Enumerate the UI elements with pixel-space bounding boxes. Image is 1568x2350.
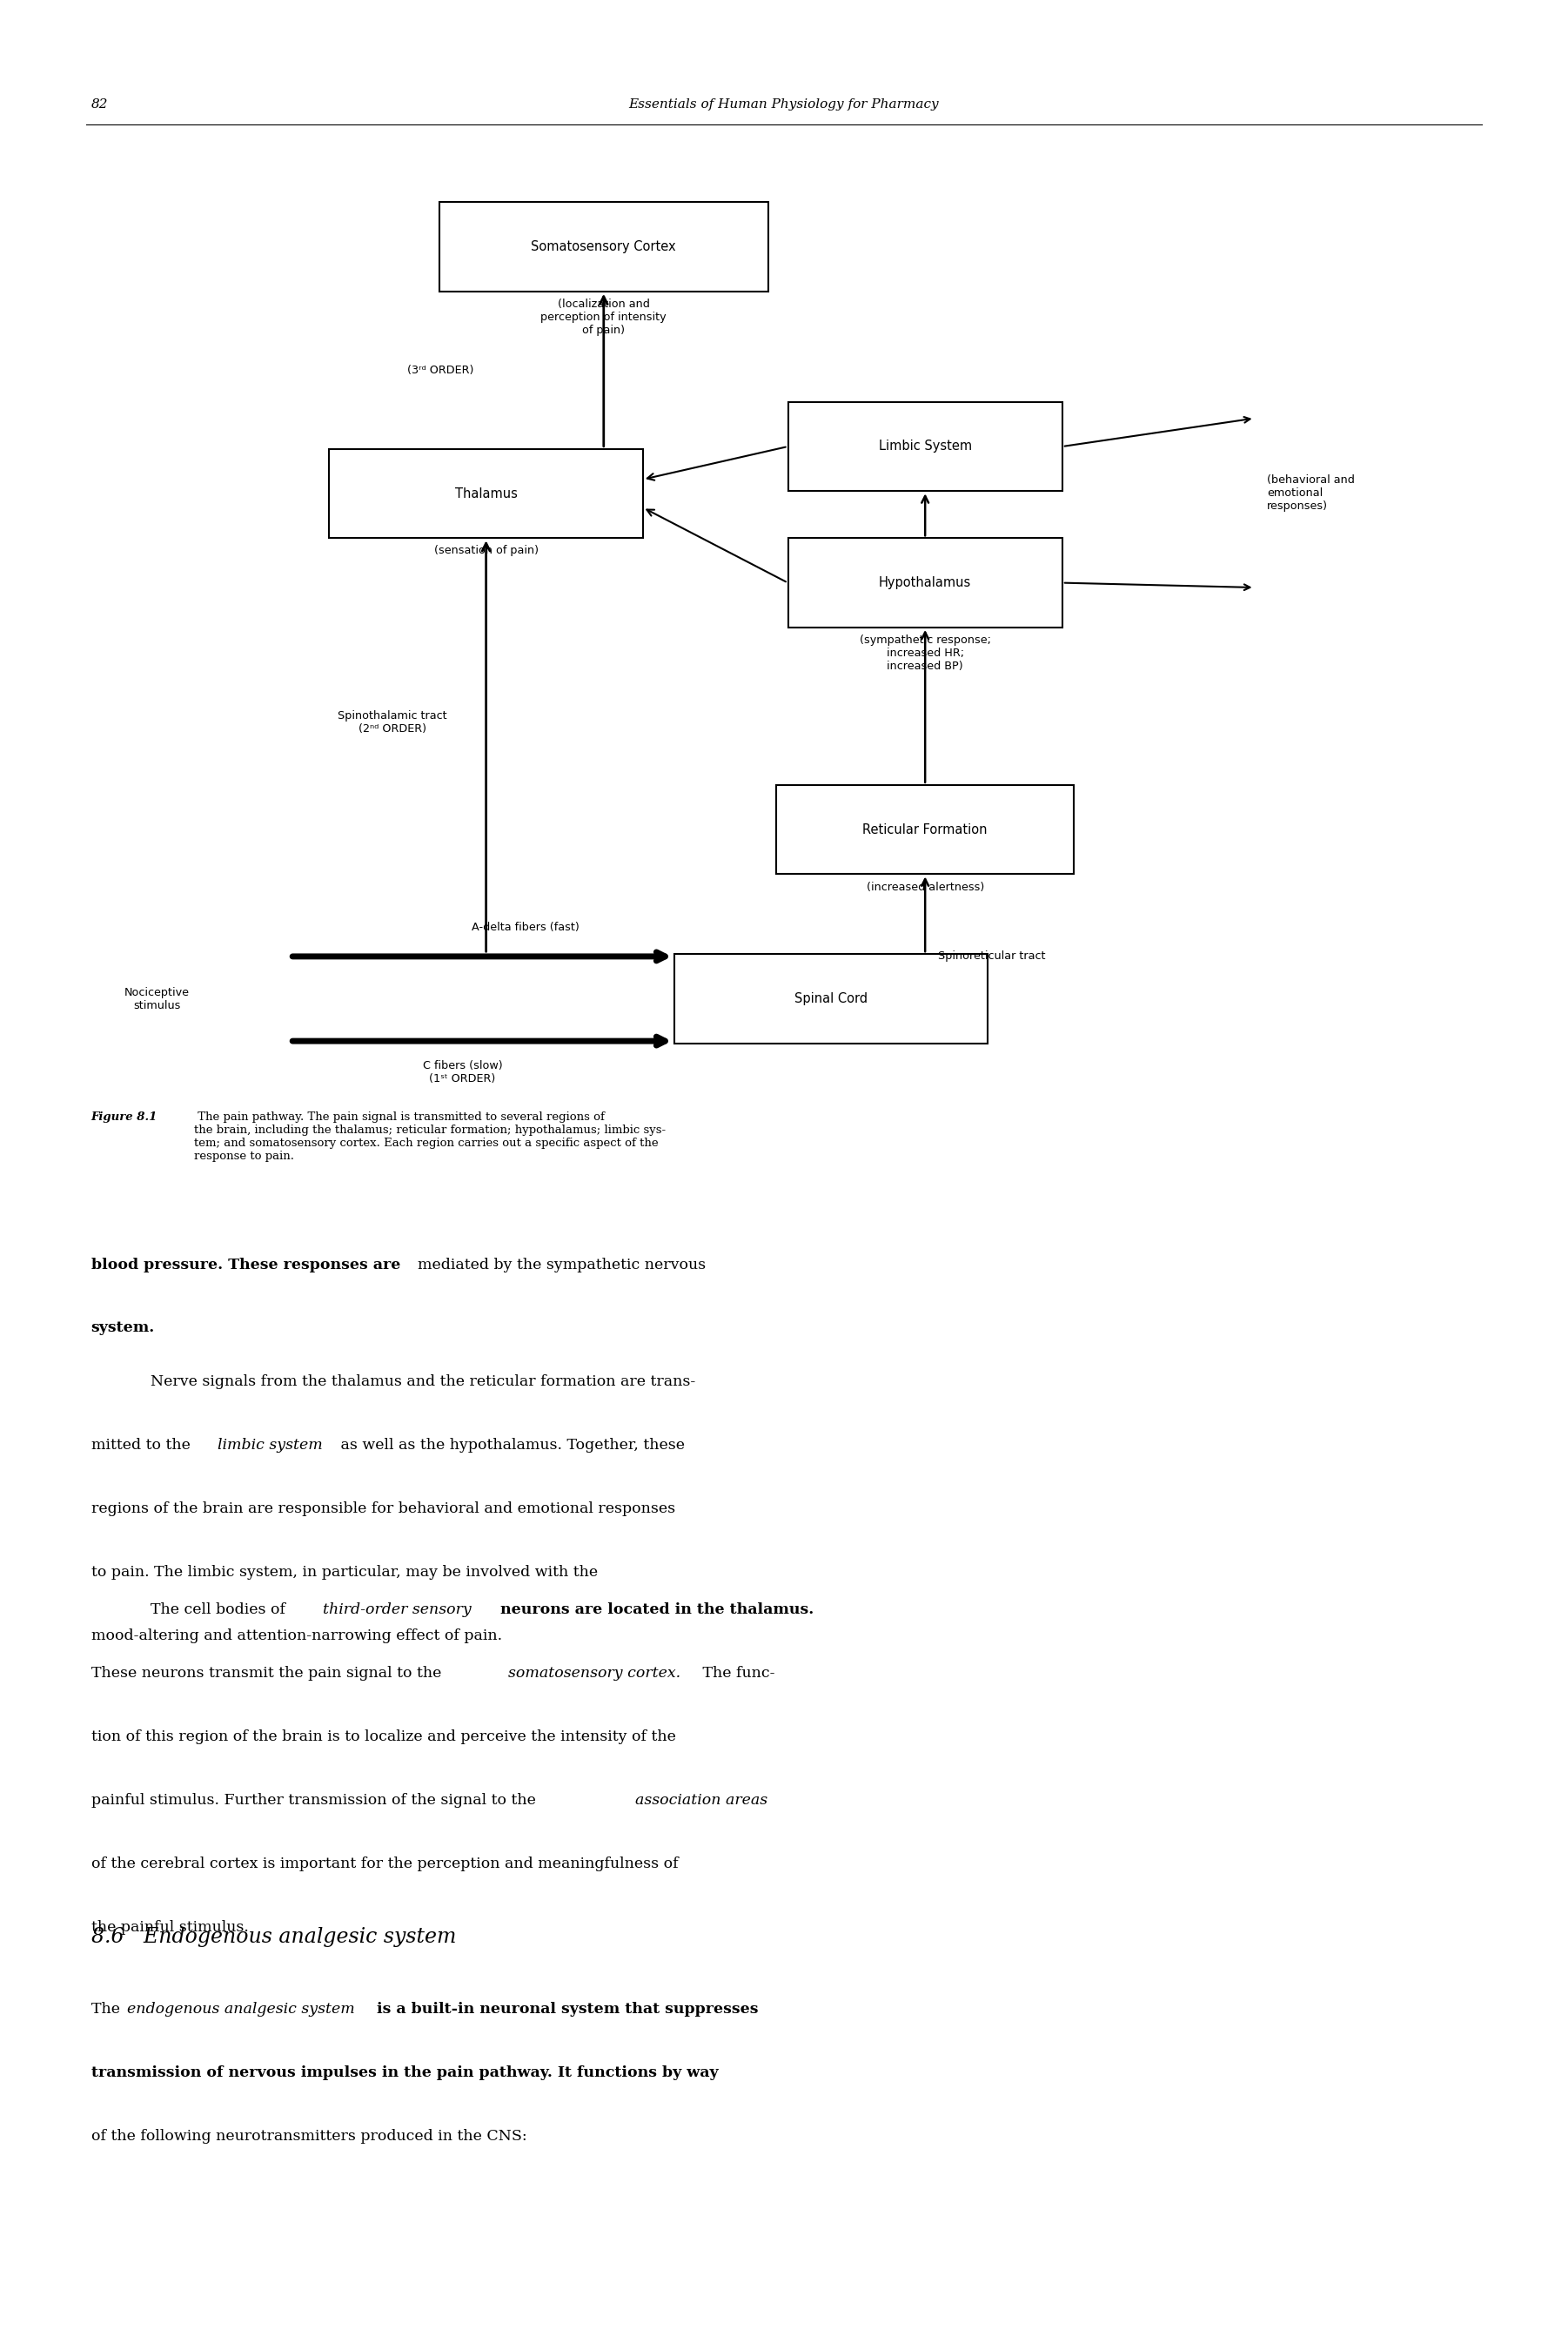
Text: blood pressure. These responses are: blood pressure. These responses are [91, 1257, 406, 1271]
Text: Nerve signals from the thalamus and the reticular formation are trans-: Nerve signals from the thalamus and the … [151, 1375, 696, 1389]
Text: The cell bodies of: The cell bodies of [151, 1603, 290, 1617]
Text: the painful stimulus.: the painful stimulus. [91, 1920, 248, 1934]
Text: system.: system. [91, 1321, 155, 1335]
Text: Spinoreticular tract: Spinoreticular tract [938, 952, 1046, 961]
Text: Reticular Formation: Reticular Formation [862, 822, 988, 837]
FancyBboxPatch shape [674, 954, 988, 1043]
Text: association areas: association areas [635, 1793, 767, 1807]
Text: tion of this region of the brain is to localize and perceive the intensity of th: tion of this region of the brain is to l… [91, 1730, 676, 1744]
Text: somatosensory cortex.: somatosensory cortex. [508, 1666, 681, 1680]
Text: to pain. The limbic system, in particular, may be involved with the: to pain. The limbic system, in particula… [91, 1565, 597, 1579]
Text: painful stimulus. Further transmission of the signal to the: painful stimulus. Further transmission o… [91, 1793, 541, 1807]
Text: Spinothalamic tract
(2ⁿᵈ ORDER): Spinothalamic tract (2ⁿᵈ ORDER) [337, 710, 447, 736]
Text: of the cerebral cortex is important for the perception and meaningfulness of: of the cerebral cortex is important for … [91, 1856, 677, 1871]
Text: regions of the brain are responsible for behavioral and emotional responses: regions of the brain are responsible for… [91, 1502, 674, 1516]
Text: (behavioral and
emotional
responses): (behavioral and emotional responses) [1267, 475, 1355, 512]
Text: limbic system: limbic system [218, 1438, 323, 1452]
Text: mediated by the sympathetic nervous: mediated by the sympathetic nervous [417, 1257, 706, 1271]
Text: (sensation of pain): (sensation of pain) [434, 545, 538, 557]
Text: The pain pathway. The pain signal is transmitted to several regions of
the brain: The pain pathway. The pain signal is tra… [194, 1112, 666, 1161]
Text: 8.6   Endogenous analgesic system: 8.6 Endogenous analgesic system [91, 1927, 456, 1948]
Text: A-delta fibers (fast): A-delta fibers (fast) [472, 921, 579, 933]
FancyBboxPatch shape [776, 785, 1074, 874]
Text: mood-altering and attention-narrowing effect of pain.: mood-altering and attention-narrowing ef… [91, 1629, 502, 1643]
Text: Hypothalamus: Hypothalamus [880, 576, 971, 590]
Text: mitted to the: mitted to the [91, 1438, 194, 1452]
Text: (sympathetic response;
increased HR;
increased BP): (sympathetic response; increased HR; inc… [859, 634, 991, 672]
Text: Nociceptive
stimulus: Nociceptive stimulus [124, 987, 190, 1010]
Text: The func-: The func- [698, 1666, 775, 1680]
Text: third-order sensory: third-order sensory [323, 1603, 472, 1617]
Text: as well as the hypothalamus. Together, these: as well as the hypothalamus. Together, t… [336, 1438, 685, 1452]
Text: of the following neurotransmitters produced in the CNS:: of the following neurotransmitters produ… [91, 2129, 527, 2143]
Text: endogenous analgesic system: endogenous analgesic system [127, 2002, 354, 2016]
FancyBboxPatch shape [439, 202, 768, 291]
Text: The: The [91, 2002, 124, 2016]
FancyBboxPatch shape [787, 538, 1063, 627]
Text: Figure 8.1: Figure 8.1 [91, 1112, 157, 1123]
Text: neurons are located in the thalamus.: neurons are located in the thalamus. [495, 1603, 814, 1617]
Text: C fibers (slow)
(1ˢᵗ ORDER): C fibers (slow) (1ˢᵗ ORDER) [423, 1060, 502, 1083]
Text: Essentials of Human Physiology for Pharmacy: Essentials of Human Physiology for Pharm… [629, 99, 939, 110]
Text: (increased alertness): (increased alertness) [866, 881, 985, 893]
Text: Somatosensory Cortex: Somatosensory Cortex [532, 240, 676, 254]
Text: is a built-in neuronal system that suppresses: is a built-in neuronal system that suppr… [372, 2002, 759, 2016]
Text: transmission of nervous impulses in the pain pathway. It functions by way: transmission of nervous impulses in the … [91, 2066, 718, 2080]
Text: (3ʳᵈ ORDER): (3ʳᵈ ORDER) [408, 364, 474, 376]
FancyBboxPatch shape [329, 449, 643, 538]
FancyBboxPatch shape [787, 402, 1063, 491]
Text: 82: 82 [91, 99, 108, 110]
Text: Thalamus: Thalamus [455, 486, 517, 501]
Text: Limbic System: Limbic System [878, 439, 972, 454]
Text: Spinal Cord: Spinal Cord [795, 992, 867, 1006]
Text: (localization and
perception of intensity
of pain): (localization and perception of intensit… [541, 298, 666, 336]
Text: These neurons transmit the pain signal to the: These neurons transmit the pain signal t… [91, 1666, 445, 1680]
